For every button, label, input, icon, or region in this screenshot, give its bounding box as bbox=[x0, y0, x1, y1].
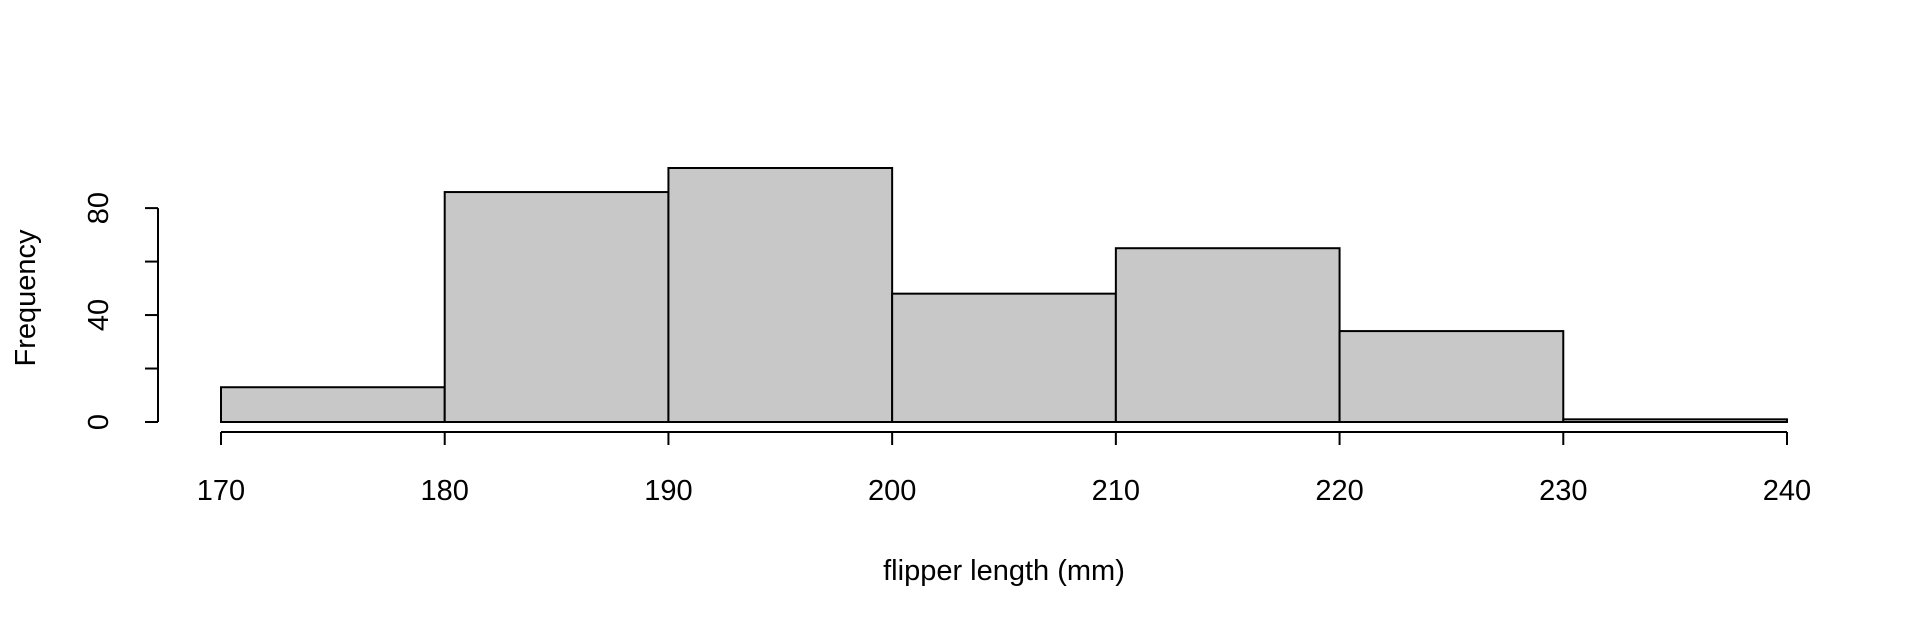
histogram-bar-210-220 bbox=[1114, 247, 1341, 423]
x-tick-label-220: 220 bbox=[1315, 475, 1363, 507]
y-tick-label-80: 80 bbox=[83, 192, 115, 224]
histogram-bar-190-200 bbox=[667, 167, 894, 423]
x-axis-label: flipper length (mm) bbox=[883, 555, 1125, 587]
histogram-bar-230-240 bbox=[1562, 418, 1789, 423]
y-axis: 0 40 80 bbox=[83, 192, 159, 430]
x-tick-label-210: 210 bbox=[1092, 475, 1140, 507]
x-tick-label-200: 200 bbox=[868, 475, 916, 507]
histogram-bar-220-230 bbox=[1338, 330, 1565, 423]
x-tick-label-190: 190 bbox=[644, 475, 692, 507]
y-tick-label-0: 0 bbox=[83, 414, 115, 430]
histogram-bar-200-210 bbox=[891, 292, 1117, 423]
x-tick-label-170: 170 bbox=[197, 475, 245, 507]
x-tick-label-230: 230 bbox=[1539, 475, 1587, 507]
y-tick-label-40: 40 bbox=[83, 299, 115, 331]
y-axis-label: Frequency bbox=[10, 229, 42, 367]
histogram-bar-180-190 bbox=[443, 191, 670, 423]
histogram-bars bbox=[220, 167, 1789, 423]
x-tick-label-240: 240 bbox=[1763, 475, 1811, 507]
histogram-bar-170-180 bbox=[220, 386, 446, 423]
x-tick-label-180: 180 bbox=[421, 475, 469, 507]
x-axis: 170 180 190 200 210 220 230 240 bbox=[197, 431, 1811, 507]
